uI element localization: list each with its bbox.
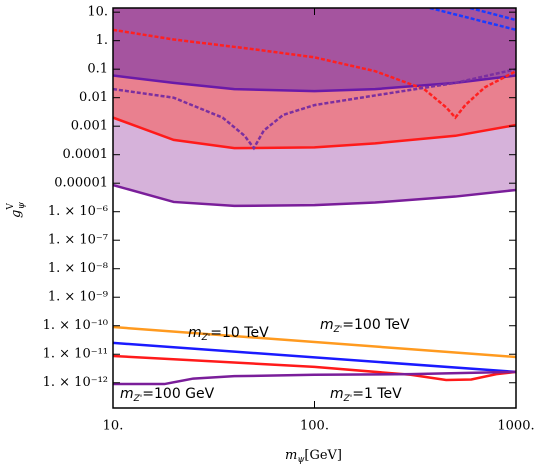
dashed-curve bbox=[113, 67, 516, 151]
dashed-curve bbox=[469, 8, 516, 22]
y-tick-label: 0.1 bbox=[87, 62, 108, 77]
annotation-symbol: m bbox=[320, 317, 334, 333]
annotation: mZ'=10 TeV bbox=[188, 325, 269, 343]
dashed-curve bbox=[429, 8, 516, 32]
dashed-curve bbox=[113, 28, 516, 120]
curve bbox=[113, 354, 516, 382]
y-tick-label: 0.0001 bbox=[63, 147, 109, 162]
x-tick-label: 100. bbox=[300, 419, 329, 434]
y-tick-label: 1. bbox=[96, 33, 108, 48]
annotation-sub: Z' bbox=[333, 325, 343, 335]
annotation-sub: Z' bbox=[201, 333, 211, 343]
x-tick-label: 1000. bbox=[497, 419, 534, 434]
annotation: mZ'=1 TeV bbox=[330, 386, 402, 404]
annotation-text: =10 TeV bbox=[210, 325, 269, 341]
y-axis-label-sup: V bbox=[6, 203, 16, 211]
y-tick-label: 0.01 bbox=[79, 90, 108, 105]
y-axis-label-symbol: g bbox=[9, 210, 24, 218]
curve bbox=[113, 325, 516, 359]
plot-area bbox=[113, 8, 516, 386]
y-tick-label: 10. bbox=[87, 5, 108, 20]
y-tick-label: 1. × 10⁻¹⁰ bbox=[43, 318, 108, 333]
annotation: mZ'=100 GeV bbox=[120, 386, 215, 404]
curve bbox=[113, 341, 516, 374]
y-axis-label-sub: ψ bbox=[17, 201, 27, 209]
x-axis-label-text: [GeV] bbox=[304, 448, 342, 463]
x-tick-label: 10. bbox=[103, 419, 124, 434]
curve bbox=[113, 370, 516, 386]
x-axis-label: mψ[GeV] bbox=[285, 448, 342, 465]
y-tick-label: 1. × 10⁻¹² bbox=[43, 375, 108, 390]
annotation-symbol: m bbox=[188, 325, 202, 341]
y-tick-label: 1. × 10⁻¹¹ bbox=[43, 347, 108, 362]
y-axis-label: gVψ bbox=[6, 201, 27, 218]
curve bbox=[113, 116, 516, 150]
y-tick-label: 0.001 bbox=[71, 119, 108, 134]
annotation-text: =100 TeV bbox=[342, 317, 410, 333]
annotation-text: =100 GeV bbox=[142, 386, 214, 402]
annotation-sub: Z' bbox=[133, 394, 143, 404]
y-tick-label: 1. × 10⁻⁷ bbox=[48, 233, 108, 248]
annotation: mZ'=100 TeV bbox=[320, 317, 410, 335]
y-tick-label: 0.00001 bbox=[54, 176, 108, 191]
region-fill bbox=[113, 8, 516, 92]
annotation-text: =1 TeV bbox=[352, 386, 402, 402]
y-tick-label: 1. × 10⁻⁸ bbox=[48, 261, 108, 276]
y-tick-label: 1. × 10⁻⁹ bbox=[48, 290, 108, 305]
annotation-sub: Z' bbox=[343, 394, 353, 404]
x-axis-label-symbol: m bbox=[285, 448, 297, 463]
annotation-symbol: m bbox=[330, 386, 344, 402]
x-axis-label-sub: ψ bbox=[297, 455, 305, 465]
annotation-symbol: m bbox=[120, 386, 134, 402]
curve bbox=[113, 183, 516, 208]
y-tick-label: 1. × 10⁻⁶ bbox=[48, 204, 108, 219]
